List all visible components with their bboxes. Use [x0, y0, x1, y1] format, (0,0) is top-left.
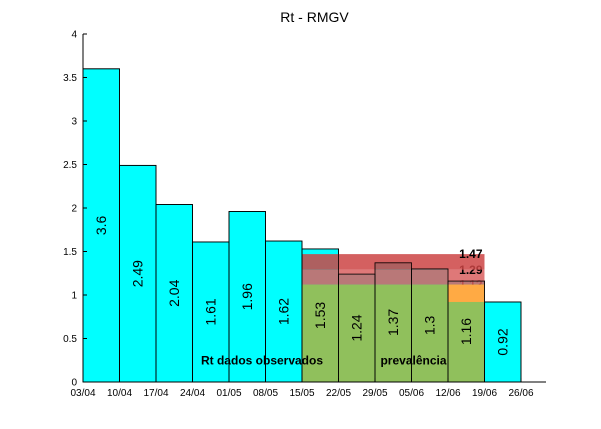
x-tick-label-2: 17/04	[143, 388, 168, 399]
bar-value-label-11: 1.16	[458, 318, 474, 345]
x-tick-label-6: 15/05	[289, 388, 314, 399]
x-tick-label-11: 19/06	[472, 388, 497, 399]
x-tick-label-5: 08/05	[253, 388, 278, 399]
bar-1	[82, 68, 120, 383]
x-tick-label-10: 12/06	[435, 388, 460, 399]
y-tick-label-8: 4	[71, 30, 77, 41]
y-tick-label-7: 3.5	[63, 73, 77, 84]
annotation-observed: Rt dados observados	[201, 354, 323, 368]
x-tick-label-7: 22/05	[326, 388, 351, 399]
annotation-prevalence: prevalência	[380, 354, 446, 368]
y-tick-label-0: 0	[71, 378, 77, 389]
chart-title: Rt - RMGV	[280, 9, 349, 25]
y-tick-label-3: 1.5	[63, 247, 77, 258]
bar-4	[192, 241, 230, 383]
y-tick-label-6: 3	[71, 117, 77, 128]
bar-value-label-6: 1.62	[276, 298, 292, 325]
bar-value-label-1: 3.6	[93, 215, 109, 235]
bar-value-label-9: 1.37	[385, 309, 401, 336]
x-tick-label-9: 05/06	[399, 388, 424, 399]
y-tick-label-4: 2	[71, 204, 77, 215]
bar-5	[228, 211, 266, 383]
y-tick-label-2: 1	[71, 291, 77, 302]
bar-value-label-10: 1.3	[422, 316, 438, 336]
bar-value-label-5: 1.96	[239, 283, 255, 310]
prevalence-band-2	[302, 269, 485, 285]
bar-6	[265, 240, 303, 383]
band-label-3: 1.47	[459, 247, 483, 261]
prevalence-band-3	[302, 254, 485, 270]
x-tick-label-8: 29/05	[362, 388, 387, 399]
x-tick-label-0: 03/04	[70, 388, 95, 399]
x-tick-label-3: 24/04	[180, 388, 205, 399]
bar-12	[484, 301, 522, 383]
band-overlap-block	[448, 284, 485, 302]
y-tick-label-5: 2.5	[63, 160, 77, 171]
bar-value-label-3: 2.04	[166, 279, 182, 306]
bar-2	[119, 164, 157, 383]
x-tick-label-12: 26/06	[508, 388, 533, 399]
bar-value-label-7: 1.53	[312, 302, 328, 329]
x-tick-label-1: 10/04	[107, 388, 132, 399]
bar-value-label-2: 2.49	[130, 260, 146, 287]
bar-value-label-4: 1.61	[203, 298, 219, 325]
bar-value-label-8: 1.24	[349, 314, 365, 341]
bar-value-label-12: 0.92	[495, 328, 511, 355]
y-tick-label-1: 0.5	[63, 334, 77, 345]
x-tick-label-4: 01/05	[216, 388, 241, 399]
